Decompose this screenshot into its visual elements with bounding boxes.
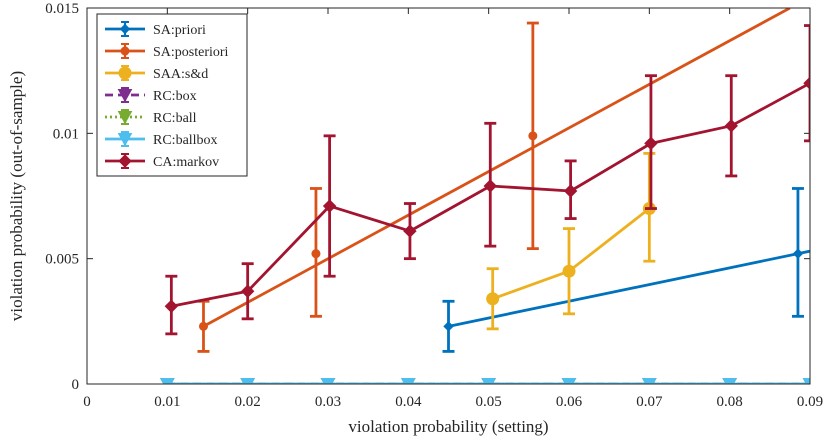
legend-marker — [118, 154, 132, 168]
legend: SA:priori SA:posteriori SAA:s&d RC:box RC:ba… — [96, 13, 248, 177]
data-point — [486, 292, 500, 306]
series-line — [448, 249, 810, 328]
series-saa-s-d — [486, 151, 656, 331]
axes: 0 0.01 0.02 0.03 0.04 0.05 0.06 0.07 0.08 0.09 0 0.… — [45, 1, 823, 410]
legend-label: RC:box — [153, 89, 197, 104]
legend-marker — [117, 110, 133, 125]
data-point — [644, 136, 658, 151]
x-tick-label: 0.05 — [476, 394, 502, 410]
x-tick-label: 0.03 — [315, 394, 341, 410]
data-point — [724, 119, 738, 133]
legend-marker — [118, 66, 132, 80]
data-point — [481, 377, 497, 384]
data-point — [164, 299, 179, 314]
legend-marker — [119, 23, 131, 35]
data-point — [240, 284, 255, 298]
x-tick-label: 0.02 — [235, 394, 261, 410]
plot-frame — [86, 7, 811, 385]
y-tick-label: 0 — [72, 377, 80, 393]
data-point — [802, 377, 810, 384]
data-point — [240, 377, 256, 384]
legend-item: RC:box — [105, 87, 197, 104]
data-point — [792, 248, 804, 259]
data-point — [320, 377, 336, 384]
legend-item: RC:ballbox — [105, 131, 218, 148]
data-point — [561, 377, 577, 384]
legend-item: RC:ball — [105, 109, 197, 126]
x-tick-label: 0.07 — [636, 394, 663, 410]
series-rc-ballbox — [159, 377, 810, 384]
data-point — [563, 184, 578, 198]
data-point — [403, 224, 417, 238]
data-point — [528, 131, 538, 141]
x-tick-label: 0.09 — [797, 394, 823, 410]
x-tick-label: 0.06 — [556, 394, 583, 410]
legend-label: SA:posteriori — [153, 45, 229, 60]
legend-item: SAA:s&d — [105, 65, 208, 82]
legend-marker — [117, 88, 133, 103]
data-point — [641, 377, 657, 384]
y-tick-label: 0.015 — [45, 1, 79, 17]
data-point — [483, 179, 497, 193]
data-point — [443, 321, 454, 332]
y-tick-label: 0.01 — [53, 126, 79, 142]
data-point — [722, 377, 738, 384]
data-point — [803, 76, 810, 90]
legend-label: RC:ball — [153, 111, 197, 126]
x-tick-label: 0.04 — [395, 394, 422, 410]
data-point — [159, 377, 175, 384]
x-tick-label: 0 — [83, 394, 91, 410]
series-ca-markov — [164, 24, 810, 336]
legend-label: CA:markov — [153, 155, 219, 170]
data-point — [562, 264, 576, 278]
series-sa-priori — [442, 187, 810, 353]
legend-item: CA:markov — [105, 153, 219, 170]
x-axis-label: violation probability (setting) — [348, 417, 548, 436]
legend-label: SA:priori — [153, 23, 206, 38]
series-layer — [159, 8, 810, 384]
series-line — [202, 8, 791, 328]
legend-label: SAA:s&d — [153, 67, 208, 82]
series-sa-posteriori — [197, 8, 791, 353]
legend-label: RC:ballbox — [153, 133, 218, 148]
data-point — [311, 249, 321, 259]
legend-marker — [117, 132, 133, 147]
x-tick-label: 0.01 — [154, 394, 180, 410]
data-point — [322, 199, 337, 213]
y-axis-label: violation probability (out-of-sample) — [7, 71, 26, 321]
legend-item: SA:priori — [105, 21, 206, 38]
x-tick-label: 0.08 — [717, 394, 743, 410]
data-point — [400, 377, 416, 384]
data-point — [198, 321, 208, 331]
legend-item: SA:posteriori — [105, 43, 229, 60]
y-tick-label: 0.005 — [45, 252, 79, 268]
legend-marker — [120, 46, 130, 56]
